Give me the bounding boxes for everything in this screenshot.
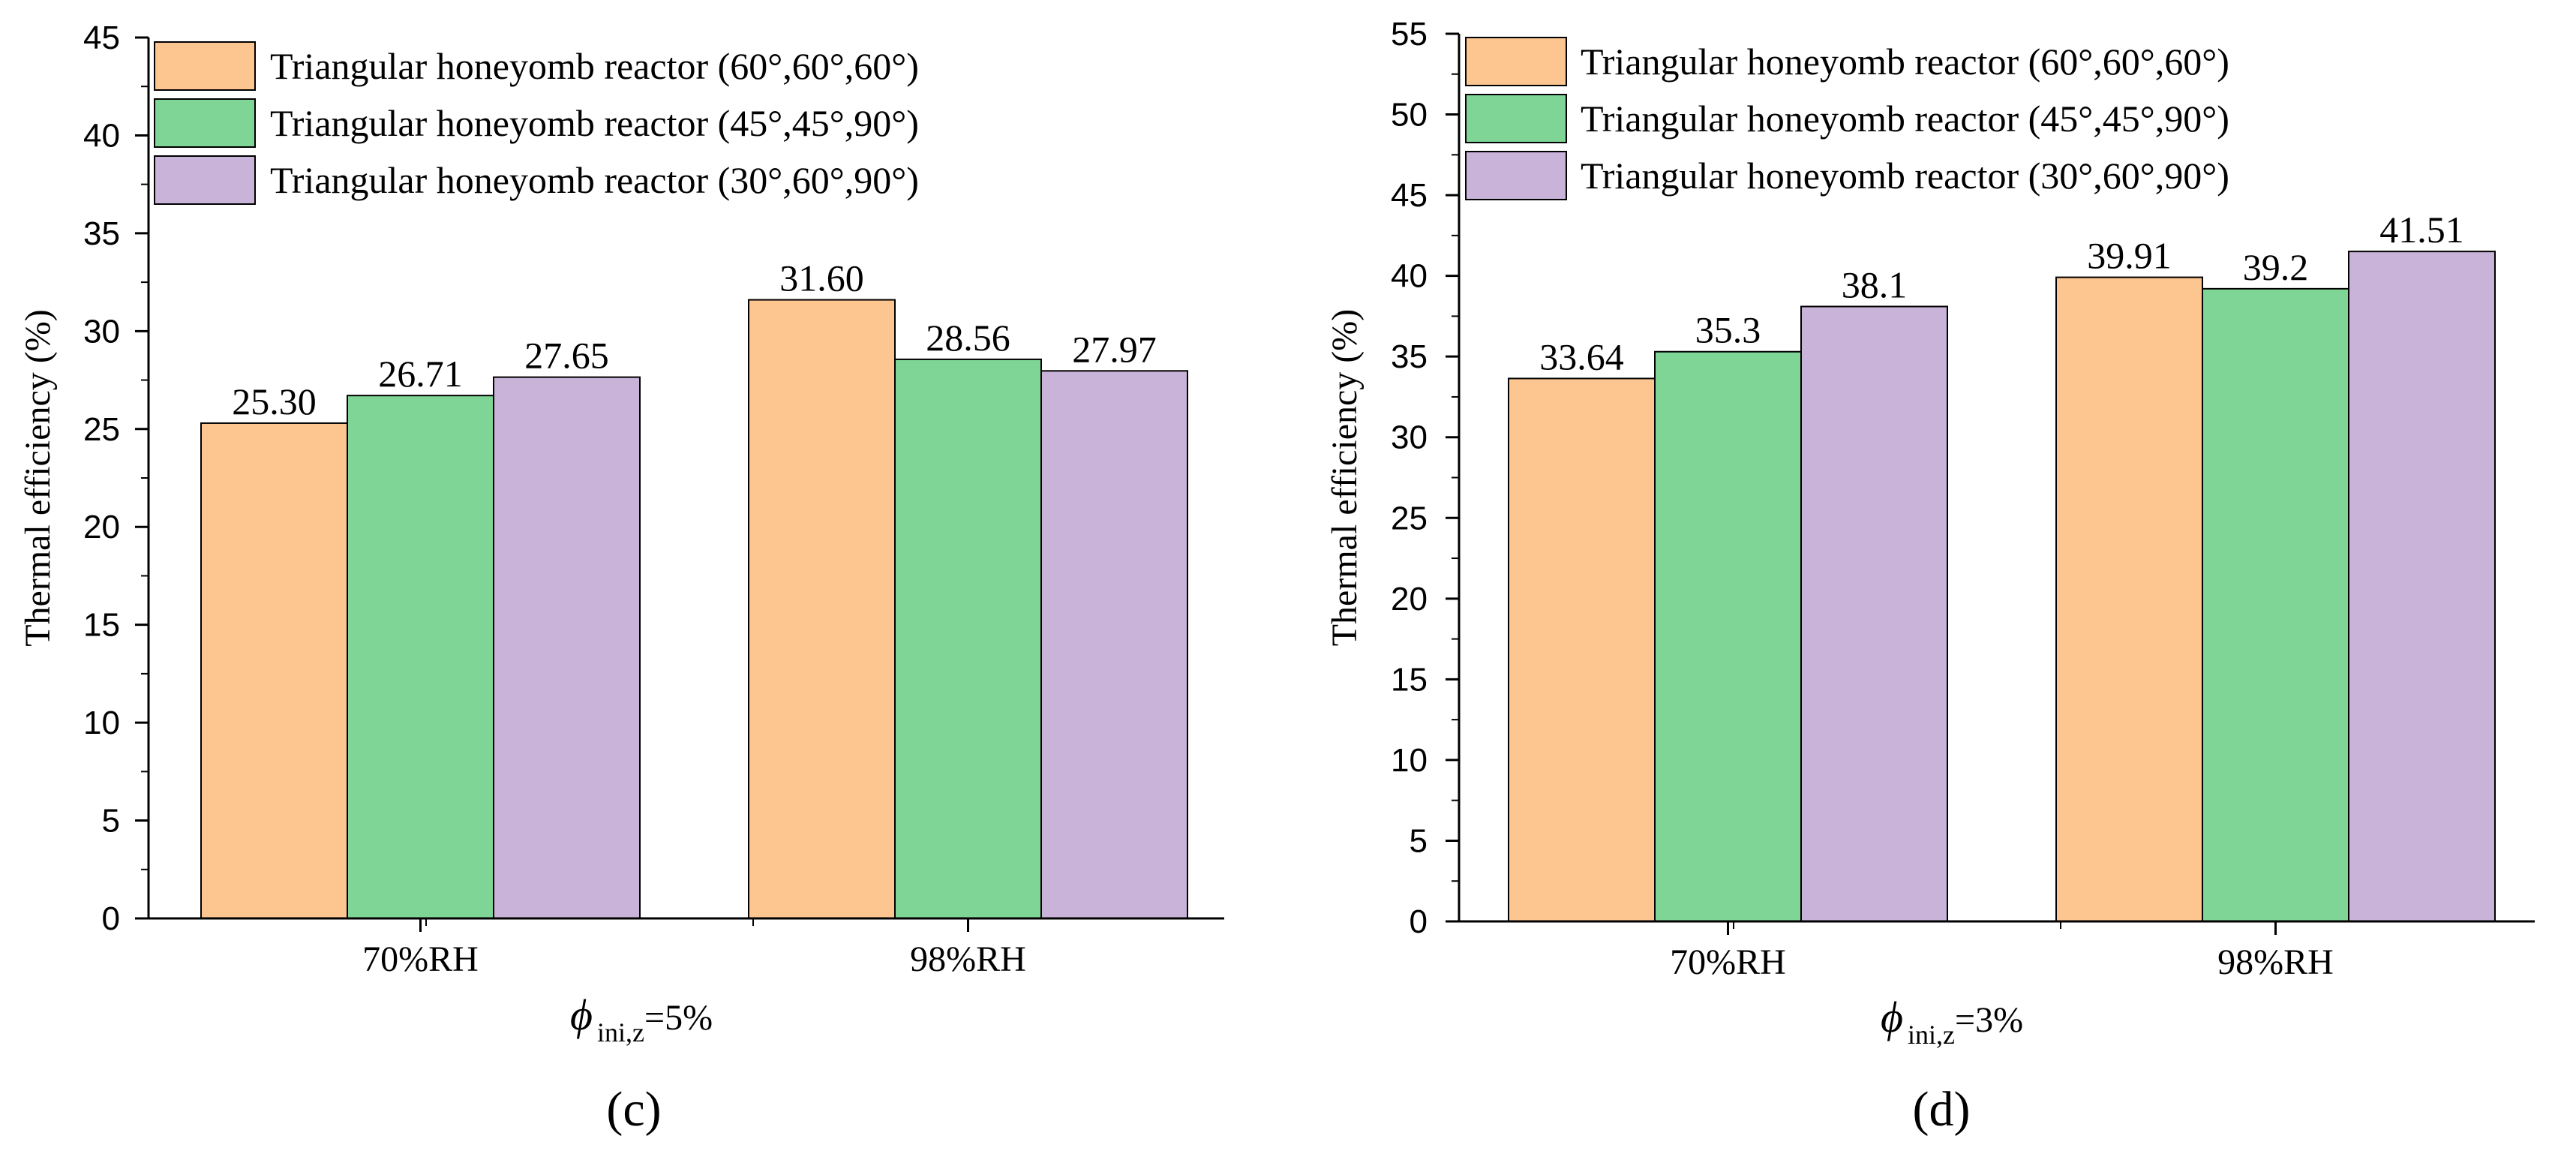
x-tick-label: 98%RH — [910, 939, 1026, 979]
y-tick-label: 30 — [1391, 419, 1428, 456]
bar-70pctrh-series-1 — [1508, 377, 1656, 922]
x-tick-label: 70%RH — [1670, 942, 1786, 982]
bar-98pctrh-series-3 — [2348, 251, 2496, 922]
bar-98pctrh-series-2 — [2202, 287, 2349, 922]
legend-label-2: Triangular honeyomb reactor (45°,45°,90°… — [1581, 98, 2229, 140]
data-label: 35.3 — [1695, 309, 1761, 351]
y-tick-label: 50 — [1391, 97, 1428, 134]
legend-swatch-3 — [1465, 151, 1567, 200]
y-tick-label: 0 — [1410, 903, 1428, 940]
y-tick-label: 15 — [1391, 661, 1428, 698]
x-tick-label: 70%RH — [362, 939, 479, 979]
y-tick-label: 30 — [83, 313, 120, 350]
chart-panel-c: 25.30 26.71 27.65 31.60 28.56 27.97 0 5 10 15 20 25… — [18, 20, 1224, 1137]
data-label: 31.60 — [779, 257, 864, 299]
y-tick-label: 25 — [83, 411, 120, 448]
y-tick-label: 25 — [1391, 500, 1428, 536]
bar-70pctrh-series-3 — [493, 376, 641, 919]
x-axis-subscript: ini,z — [597, 1017, 644, 1047]
panel-label: (d) — [1913, 1082, 1971, 1137]
y-axis-title: Thermal efficiency (%) — [1325, 309, 1365, 647]
x-axis-title: ϕ ini,z=5% — [570, 990, 713, 1047]
y-tick-label: 45 — [83, 20, 120, 56]
y-tick-label: 10 — [83, 705, 120, 741]
data-label: 27.97 — [1072, 328, 1157, 370]
legend-swatch-2 — [1465, 94, 1567, 143]
legend-swatch-1 — [154, 41, 256, 91]
y-tick-label: 40 — [1391, 258, 1428, 295]
data-label: 39.91 — [2087, 235, 2172, 277]
x-axis-title: ϕ ini,z=3% — [1881, 993, 2023, 1050]
data-label: 25.30 — [232, 380, 317, 422]
y-tick-label: 45 — [1391, 177, 1428, 214]
data-label: 27.65 — [524, 335, 609, 377]
legend-label-1: Triangular honeyomb reactor (60°,60°,60°… — [1581, 41, 2229, 83]
y-tick-label: 55 — [1391, 16, 1428, 53]
y-tick-label: 5 — [102, 803, 120, 840]
y-tick-label: 35 — [83, 215, 120, 252]
bar-98pctrh-series-1 — [748, 299, 896, 919]
x-axis-symbol: ϕ — [1881, 993, 1903, 1041]
panel-label: (c) — [606, 1082, 661, 1137]
data-label: 41.51 — [2379, 209, 2464, 251]
x-tick-label: 98%RH — [2217, 942, 2334, 982]
y-tick-label: 40 — [83, 117, 120, 154]
data-label: 39.2 — [2243, 246, 2309, 288]
legend-label-1: Triangular honeyomb reactor (60°,60°,60°… — [270, 45, 919, 87]
y-tick-label: 20 — [83, 509, 120, 545]
data-label: 28.56 — [926, 317, 1010, 359]
bar-98pctrh-series-3 — [1040, 370, 1188, 920]
x-axis-symbol: ϕ — [570, 990, 593, 1039]
legend-swatch-3 — [154, 155, 256, 205]
legend-swatch-1 — [1465, 37, 1567, 86]
y-axis-title: Thermal efficiency (%) — [18, 309, 58, 647]
bar-98pctrh-series-1 — [2055, 276, 2203, 922]
y-tick-label: 20 — [1391, 581, 1428, 618]
bar-70pctrh-series-2 — [347, 395, 494, 919]
x-axis-suffix: =5% — [644, 998, 713, 1038]
bar-70pctrh-series-2 — [1654, 350, 1802, 923]
bar-70pctrh-series-3 — [1800, 305, 1948, 922]
y-tick-label: 35 — [1391, 338, 1428, 375]
data-label: 26.71 — [378, 353, 463, 395]
x-axis-subscript: ini,z — [1908, 1020, 1955, 1050]
legend-swatch-2 — [154, 98, 256, 148]
legend-label-3: Triangular honeyomb reactor (30°,60°,90°… — [270, 159, 919, 201]
data-label: 33.64 — [1539, 335, 1624, 377]
bar-70pctrh-series-1 — [200, 422, 348, 919]
data-label: 38.1 — [1842, 264, 1908, 306]
bar-98pctrh-series-2 — [894, 358, 1042, 920]
chart-panel-d: 33.64 35.3 38.1 39.91 39.2 41.51 0 5 10 15 20 25 30 3… — [1325, 16, 2535, 1137]
legend-label-3: Triangular honeyomb reactor (30°,60°,90°… — [1581, 155, 2229, 197]
x-axis-suffix: =3% — [1955, 1000, 2023, 1040]
y-tick-label: 15 — [83, 607, 120, 644]
y-tick-label: 10 — [1391, 742, 1428, 779]
y-tick-label: 0 — [102, 900, 120, 937]
y-tick-label: 5 — [1410, 822, 1428, 859]
legend-label-2: Triangular honeyomb reactor (45°,45°,90°… — [270, 102, 919, 144]
